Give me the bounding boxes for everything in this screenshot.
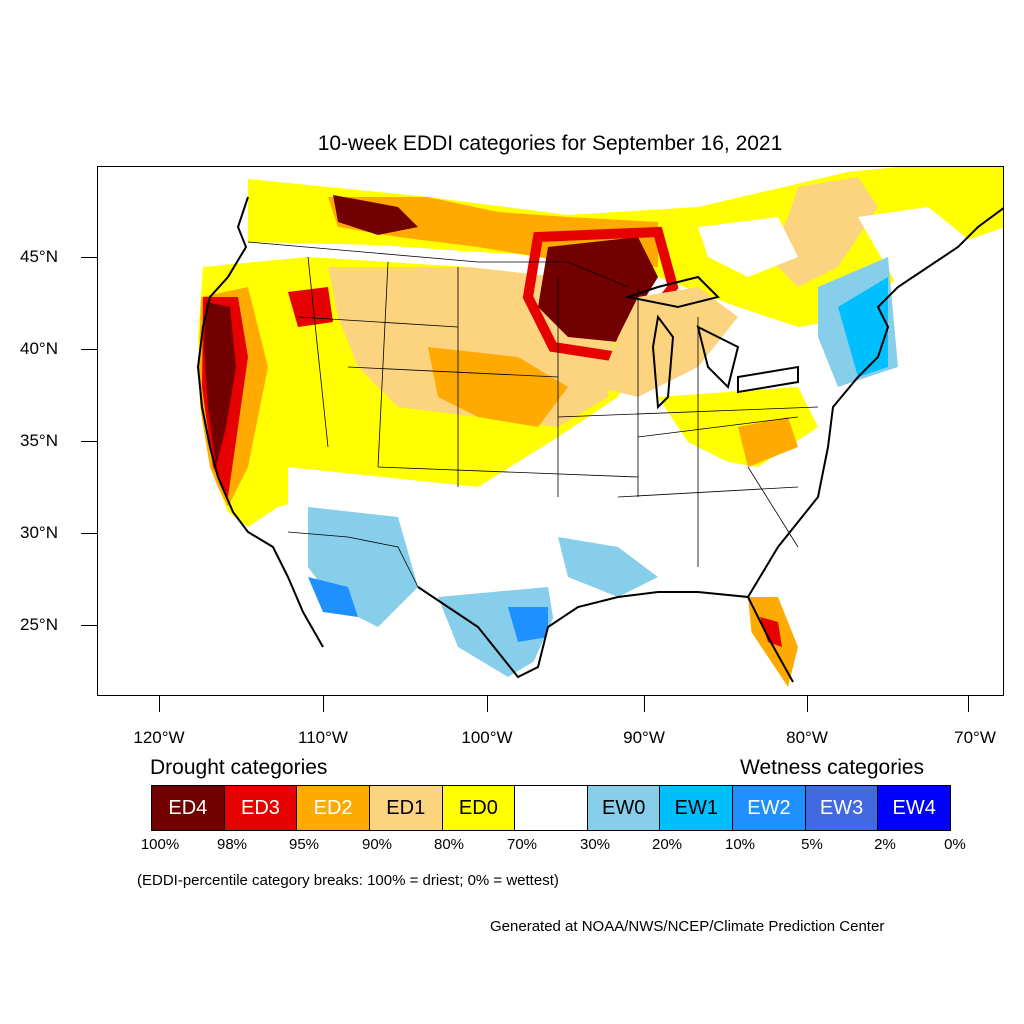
lat-label-35: 35°N: [20, 431, 58, 450]
lat-tick: [81, 349, 97, 350]
lon-label-110w: 110°W: [298, 728, 348, 747]
us-canada-border: [247, 241, 629, 288]
pct-label: 90%: [361, 836, 393, 853]
legend-cell-ed2: ED2: [297, 786, 370, 830]
gulf-mask: [518, 587, 758, 695]
canada-ed4-west: [333, 195, 418, 235]
northeast-ew1: [838, 277, 888, 377]
lat-tick: [81, 625, 97, 626]
pct-label: 100%: [140, 836, 180, 853]
lon-tick: [644, 696, 645, 712]
lon-label-100w: 100°W: [461, 728, 513, 747]
lon-tick: [323, 696, 324, 712]
lat-tick: [81, 441, 97, 442]
legend-cell-ew2: EW2: [733, 786, 806, 830]
atlantic-mask: [798, 317, 1003, 695]
legend-cell-ed1: ED1: [369, 786, 443, 830]
great-lakes: [624, 275, 799, 410]
lon-tick: [807, 696, 808, 712]
lat-tick: [81, 533, 97, 534]
us-mexico-border: [287, 531, 419, 588]
plains-ed2: [428, 347, 568, 427]
texas-ew2: [508, 607, 548, 642]
south-white: [288, 407, 818, 687]
lat-label-30: 30°N: [20, 523, 58, 542]
pct-label: 30%: [579, 836, 611, 853]
wetness-categories-title: Wetness categories: [740, 756, 925, 779]
drought-categories-title: Drought categories: [150, 756, 328, 779]
pct-label: 20%: [651, 836, 683, 853]
eddi-map: [97, 166, 1004, 696]
pct-label: 2%: [874, 836, 896, 853]
legend-color-bar: ED4 ED3 ED2 ED1 ED0 EW0 EW1 EW2 EW3 EW4: [151, 785, 951, 831]
east-coastline: [747, 207, 1003, 598]
lon-label-80w: 80°W: [786, 728, 828, 747]
lon-tick: [159, 696, 160, 712]
state-lines: [297, 256, 819, 567]
pacific-mask: [98, 167, 328, 695]
lon-tick: [487, 696, 488, 712]
gulf-coastline: [417, 586, 794, 683]
legend-cell-ed3: ED3: [224, 786, 298, 830]
pct-label: 80%: [433, 836, 465, 853]
map-canvas: [98, 167, 1003, 695]
credit-line: Generated at NOAA/NWS/NCEP/Climate Predi…: [490, 918, 885, 935]
legend-cell-ew1: EW1: [660, 786, 734, 830]
legend-cell-ed0: ED0: [442, 786, 516, 830]
legend-cell-ew3: EW3: [805, 786, 879, 830]
canada-white-patches: [698, 217, 798, 277]
lat-label-45: 45°N: [20, 247, 58, 266]
pct-label: 98%: [216, 836, 248, 853]
canada-ed1-east: [768, 177, 878, 287]
legend-cell-ew0: EW0: [587, 786, 661, 830]
virginia-ed2: [738, 417, 798, 467]
legend-cell-ed4: ED4: [152, 786, 225, 830]
coast-ed4: [204, 302, 236, 467]
pct-label: 10%: [724, 836, 756, 853]
louisiana-ew0: [558, 537, 658, 597]
southwest-ew2: [308, 577, 358, 617]
category-breaks-note: (EDDI-percentile category breaks: 100% =…: [137, 872, 559, 889]
map-title: 10-week EDDI categories for September 16…: [317, 132, 783, 155]
legend-cell-neutral: [515, 786, 588, 830]
florida-ed3: [760, 617, 782, 647]
legend-cell-ew4: EW4: [878, 786, 951, 830]
lon-label-120w: 120°W: [133, 728, 185, 747]
midwest-ed4: [538, 237, 658, 342]
canada-white-east: [858, 207, 978, 297]
lat-label-25: 25°N: [20, 615, 58, 634]
lon-label-90w: 90°W: [623, 728, 665, 747]
pct-label: 5%: [801, 836, 823, 853]
lat-label-40: 40°N: [20, 339, 58, 358]
lat-tick: [81, 257, 97, 258]
lon-tick: [968, 696, 969, 712]
pct-label: 95%: [288, 836, 320, 853]
pct-label: 70%: [506, 836, 538, 853]
lon-label-70w: 70°W: [954, 728, 996, 747]
pct-label: 0%: [944, 836, 966, 853]
west-coastline: [196, 196, 324, 648]
percentile-breaks: 100% 98% 95% 90% 80% 70% 30% 20% 10% 5% …: [130, 836, 980, 856]
lakes-ed2: [598, 287, 738, 397]
